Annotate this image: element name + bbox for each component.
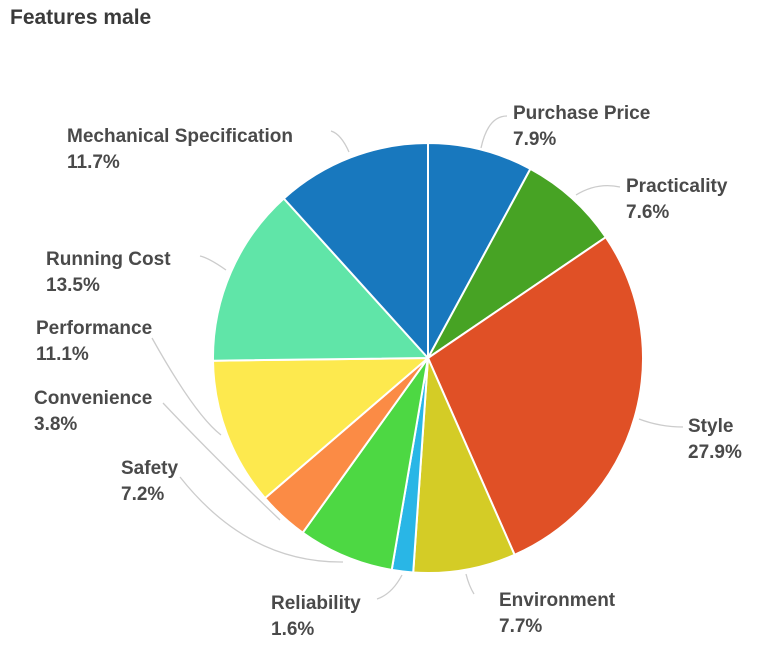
slice-percent: 7.2% [121,484,165,505]
leader-line-performance [151,337,222,436]
chart-title: Features male [10,6,152,29]
slice-label-environment[interactable]: Environment 7.7% [499,588,615,640]
leader-line-convenience [162,402,281,521]
slice-name: Reliability [271,593,361,614]
slice-name: Convenience [34,388,153,409]
leader-line-practicality [575,184,621,196]
slice-label-practicality[interactable]: Practicality 7.6% [626,174,727,226]
slice-percent: 7.6% [626,202,670,223]
pie-slice-running-cost[interactable] [211,197,429,362]
pie-slice-purchase-price[interactable] [427,141,532,359]
leader-line-style [638,418,684,428]
slice-label-style[interactable]: Style 27.9% [688,414,742,466]
slice-percent: 3.8% [34,414,78,435]
slice-label-convenience[interactable]: Convenience 3.8% [34,386,152,438]
slice-label-safety[interactable]: Safety 7.2% [121,456,178,508]
pie-slice-practicality[interactable] [427,167,607,359]
pie-slice-mechanical-specification[interactable] [282,142,429,359]
leader-line-safety [179,476,344,563]
pie-slice-performance[interactable] [212,357,429,500]
slice-name: Style [688,416,734,437]
leader-line-environment [465,573,475,595]
slice-percent: 7.7% [499,616,543,637]
slice-name: Safety [121,458,179,479]
slice-name: Purchase Price [513,103,651,124]
slice-percent: 1.6% [271,619,315,640]
slice-label-running-cost[interactable]: Running Cost 13.5% [46,247,171,299]
leader-line-mechanical-specification [330,130,350,153]
leader-line-running-cost [199,255,227,271]
slice-label-purchase-price[interactable]: Purchase Price 7.9% [513,101,650,153]
slice-label-reliability[interactable]: Reliability 1.6% [271,591,361,643]
pie-slice-environment[interactable] [412,357,516,574]
slice-label-mechanical-specification[interactable]: Mechanical Specification 11.7% [67,124,293,176]
slice-percent: 11.1% [36,344,89,365]
leader-line-reliability [376,574,403,600]
slice-label-performance[interactable]: Performance 11.1% [36,316,152,368]
slice-percent: 7.9% [513,129,557,150]
slice-percent: 27.9% [688,442,742,463]
slice-name: Performance [36,318,153,339]
pie-slice-style[interactable] [427,236,644,556]
slice-name: Running Cost [46,249,171,270]
slice-percent: 11.7% [67,152,120,173]
leader-line-purchase-price [480,115,508,149]
slice-name: Environment [499,590,616,611]
slice-percent: 13.5% [46,275,100,296]
slice-name: Mechanical Specification [67,126,293,147]
slice-name: Practicality [626,176,728,197]
